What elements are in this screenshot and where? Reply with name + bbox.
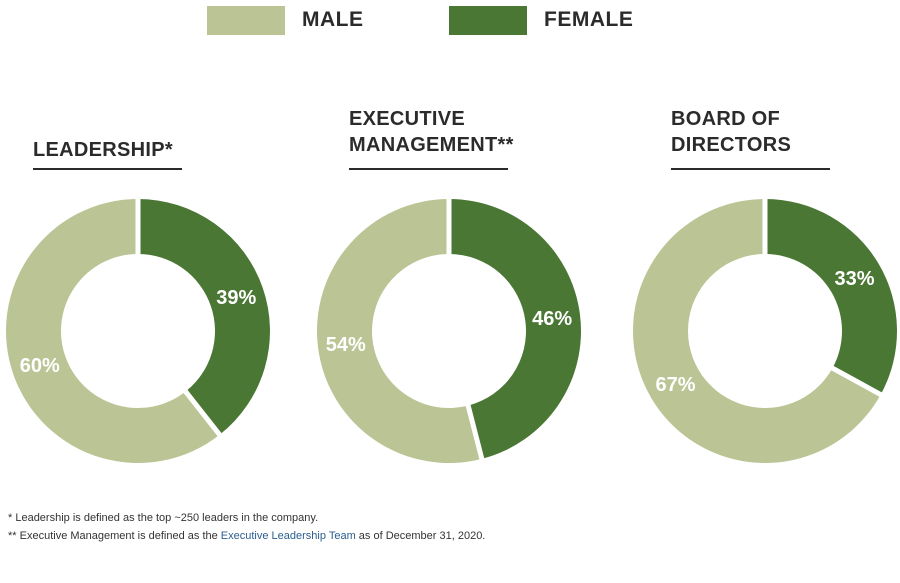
chart-title-board-of-directors: BOARD OF DIRECTORS — [671, 108, 792, 156]
title-rule — [33, 168, 182, 170]
footnote-text: * Leadership is defined as the top ~250 … — [8, 512, 319, 524]
slice-label-female: 39% — [216, 287, 256, 309]
legend: MALE FEMALE — [0, 4, 900, 36]
legend-label-male: MALE — [302, 8, 364, 31]
donut-slice-female — [765, 199, 897, 395]
donut-slice-female — [449, 199, 581, 459]
slice-separator — [182, 388, 223, 438]
title-rule — [671, 168, 830, 170]
executive-leadership-team-link[interactable]: Executive Leadership Team — [220, 530, 356, 542]
title-rule — [349, 168, 508, 170]
slice-label-male: 67% — [655, 374, 695, 396]
slice-label-male: 54% — [326, 334, 366, 356]
slice-separator — [465, 403, 485, 462]
chart-title-leadership: LEADERSHIP* — [33, 139, 173, 161]
footnote-executive-management: ** Executive Management is defined as th… — [8, 530, 485, 542]
legend-swatch-female — [449, 6, 527, 35]
legend-swatch-male — [207, 6, 285, 35]
slice-label-female: 46% — [532, 308, 572, 330]
footnote-text: ** Executive Management is defined as th… — [8, 530, 221, 542]
donut-slice-male — [316, 199, 482, 463]
chart-title-executive-management: EXECUTIVE MANAGEMENT** — [349, 108, 514, 156]
slice-label-female: 33% — [835, 268, 875, 290]
slice-label-male: 60% — [20, 355, 60, 377]
slice-separator — [829, 364, 884, 398]
footnote-text: as of December 31, 2020. — [355, 530, 486, 542]
donut-slice-male — [6, 199, 220, 464]
legend-label-female: FEMALE — [544, 8, 634, 31]
footnote-leadership: * Leadership is defined as the top ~250 … — [8, 512, 318, 524]
donut-slice-female — [138, 199, 271, 435]
donut-slice-male — [633, 199, 881, 463]
